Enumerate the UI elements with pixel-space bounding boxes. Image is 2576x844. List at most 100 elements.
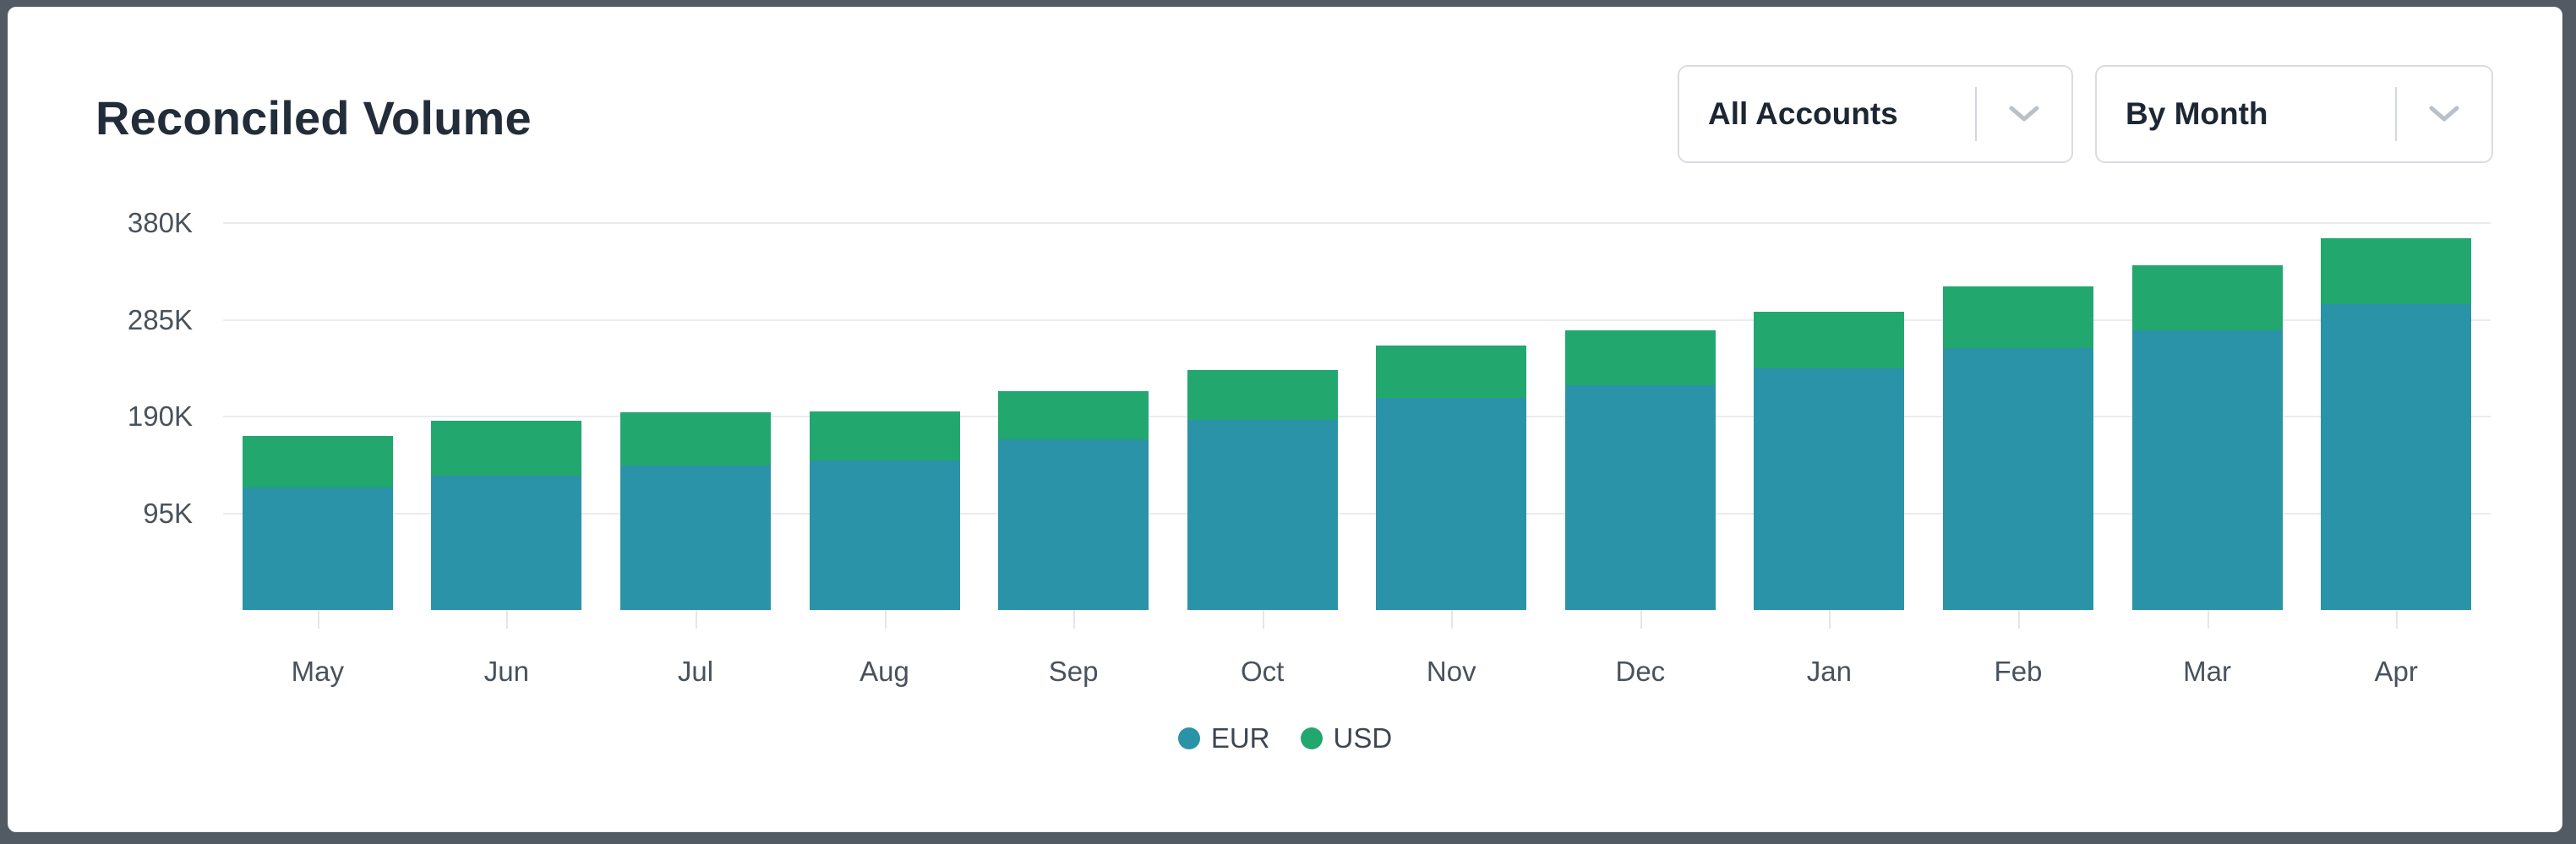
period-dropdown[interactable]: By Month [2095, 65, 2493, 163]
x-axis-tick [317, 610, 319, 629]
x-axis-tick [695, 610, 697, 629]
bar-slot-aug: Aug [790, 223, 980, 687]
bar-dec[interactable] [1564, 329, 1716, 610]
gridline [223, 319, 2491, 321]
bar-slot-mar: Mar [2113, 223, 2302, 687]
bar-slots: May Jun Jul Aug Sep Oct Nov Dec Jan Feb Mar Apr [223, 223, 2491, 687]
y-axis-label: 95K [143, 497, 193, 529]
x-axis-label-jun: Jun [483, 656, 529, 687]
x-axis-tick [2207, 610, 2209, 629]
bar-segment-usd-dec[interactable] [1564, 329, 1716, 385]
bar-slot-feb: Feb [1924, 223, 2113, 687]
x-axis-tick [506, 610, 509, 629]
bar-segment-usd-jul[interactable] [619, 412, 771, 466]
legend-dot-eur [1177, 727, 1200, 749]
bar-segment-usd-feb[interactable] [1942, 286, 2093, 349]
bar-segment-eur-sep[interactable] [998, 438, 1149, 610]
bar-segment-usd-may[interactable] [242, 435, 393, 488]
bar-segment-eur-oct[interactable] [1187, 419, 1338, 610]
x-axis-tick [1262, 610, 1264, 629]
bar-jul[interactable] [619, 412, 771, 610]
y-axis-label: 190K [127, 400, 193, 432]
accounts-dropdown[interactable]: All Accounts [1678, 65, 2073, 163]
gridline [223, 416, 2491, 417]
bar-sep[interactable] [998, 390, 1149, 610]
bar-segment-eur-dec[interactable] [1564, 384, 1716, 610]
accounts-dropdown-value: All Accounts [1708, 96, 1898, 131]
bar-slot-jan: Jan [1735, 223, 1924, 687]
chart-controls: All Accounts By Month [1678, 65, 2493, 163]
reconciled-volume-card: Reconciled Volume All Accounts By Month … [8, 7, 2562, 832]
bar-segment-eur-may[interactable] [242, 487, 393, 610]
x-axis-tick [1451, 610, 1454, 629]
bar-segment-usd-aug[interactable] [809, 411, 960, 460]
bar-slot-jun: Jun [412, 223, 602, 687]
bar-segment-eur-aug[interactable] [809, 460, 960, 610]
bar-segment-usd-nov[interactable] [1376, 345, 1527, 399]
bar-segment-eur-nov[interactable] [1376, 398, 1527, 610]
chevron-down-icon [2397, 105, 2491, 123]
bar-segment-eur-feb[interactable] [1942, 348, 2093, 610]
bar-oct[interactable] [1187, 369, 1338, 610]
x-axis-label-apr: Apr [2374, 656, 2418, 687]
bar-slot-dec: Dec [1546, 223, 1735, 687]
bar-segment-usd-jan[interactable] [1754, 311, 1905, 369]
x-axis-tick [2017, 610, 2020, 629]
x-axis-tick [1640, 610, 1642, 629]
x-axis-tick [884, 610, 887, 629]
bar-segment-eur-jan[interactable] [1754, 368, 1905, 610]
bar-segment-usd-sep[interactable] [998, 390, 1149, 439]
bar-segment-usd-jun[interactable] [431, 420, 582, 476]
chart-legend: EUR USD [8, 722, 2562, 754]
x-axis-label-sep: Sep [1048, 656, 1099, 687]
gridline [223, 222, 2491, 224]
legend-label-usd: USD [1333, 722, 1393, 754]
bar-chart: 95K 190K 285K 380K May Jun Jul Aug Sep Oct Nov Dec J… [128, 207, 2491, 687]
x-axis-label-may: May [291, 656, 344, 687]
legend-item-usd[interactable]: USD [1300, 722, 1393, 754]
chevron-down-icon [1977, 105, 2071, 123]
dropdown-divider [1975, 87, 1977, 141]
bar-aug[interactable] [809, 411, 960, 610]
legend-label-eur: EUR [1210, 722, 1270, 754]
bar-slot-sep: Sep [979, 223, 1168, 687]
x-axis-tick [2396, 610, 2399, 629]
bar-segment-usd-mar[interactable] [2131, 264, 2283, 330]
legend-item-eur[interactable]: EUR [1177, 722, 1270, 754]
period-dropdown-value: By Month [2126, 96, 2268, 131]
page-title: Reconciled Volume [96, 91, 532, 144]
x-axis-tick [1829, 610, 1831, 629]
x-axis-label-dec: Dec [1615, 656, 1666, 687]
bar-slot-oct: Oct [1168, 223, 1357, 687]
bar-jun[interactable] [431, 420, 582, 610]
legend-dot-usd [1300, 727, 1323, 749]
y-axis-label: 285K [127, 303, 193, 335]
bar-segment-eur-jul[interactable] [619, 465, 771, 610]
bar-segment-eur-jun[interactable] [431, 475, 582, 610]
bar-nov[interactable] [1376, 345, 1527, 610]
bar-segment-eur-mar[interactable] [2131, 329, 2283, 610]
bar-slot-may: May [223, 223, 412, 687]
bar-segment-usd-oct[interactable] [1187, 369, 1338, 420]
bar-slot-jul: Jul [601, 223, 790, 687]
x-axis-label-feb: Feb [1994, 656, 2043, 687]
bar-segment-usd-apr[interactable] [2321, 238, 2472, 305]
bar-apr[interactable] [2321, 238, 2472, 610]
x-axis-label-jul: Jul [677, 656, 714, 687]
bar-mar[interactable] [2131, 264, 2283, 610]
bar-may[interactable] [242, 435, 393, 610]
x-axis-label-mar: Mar [2183, 656, 2231, 687]
gridline [223, 512, 2491, 515]
bar-feb[interactable] [1942, 286, 2093, 610]
x-axis-label-aug: Aug [860, 656, 909, 687]
dropdown-divider [2395, 87, 2397, 141]
bar-jan[interactable] [1754, 311, 1905, 610]
x-axis-label-nov: Nov [1426, 656, 1476, 687]
bar-segment-eur-apr[interactable] [2321, 304, 2472, 610]
x-axis-label-jan: Jan [1806, 656, 1853, 687]
y-axis-label: 380K [127, 207, 193, 238]
x-axis-tick [1073, 610, 1076, 629]
bar-slot-nov: Nov [1356, 223, 1546, 687]
x-axis-label-oct: Oct [1241, 656, 1285, 687]
bar-slot-apr: Apr [2301, 223, 2491, 687]
